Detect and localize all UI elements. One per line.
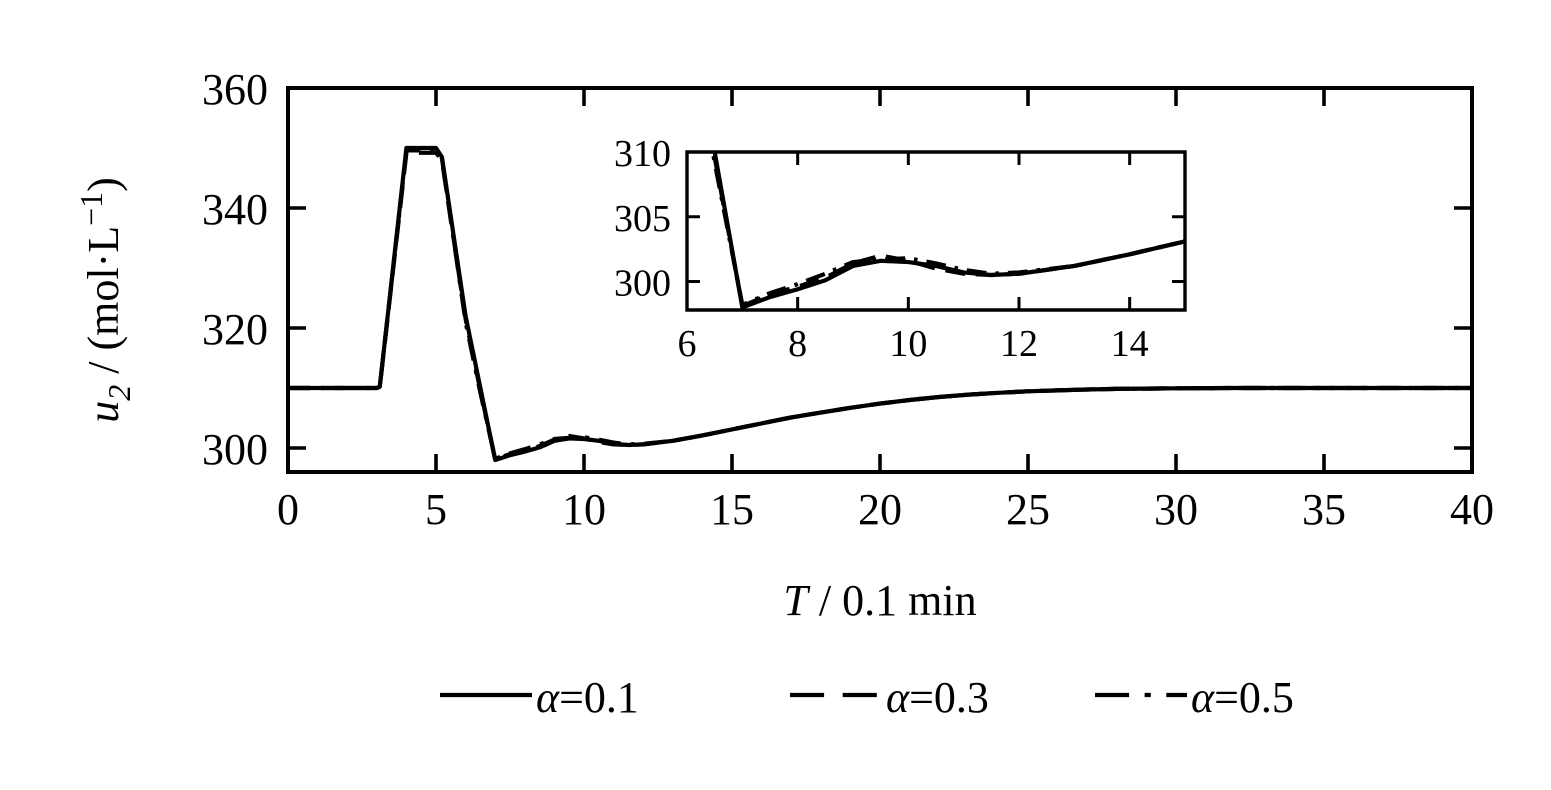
inset-x-tick-label-12: 12 bbox=[1000, 323, 1038, 365]
inset-y-axis-tick-labels: 300 305 310 bbox=[614, 133, 671, 305]
inset-axis-ticks bbox=[685, 150, 1185, 310]
inset-x-tick-label-6: 6 bbox=[678, 323, 697, 365]
inset-y-tick-label-305: 305 bbox=[614, 198, 671, 240]
y-axis-title: u2 / (mol·L−1) bbox=[73, 177, 137, 423]
y-tick-label-340: 340 bbox=[202, 185, 268, 234]
y-tick-label-300: 300 bbox=[202, 425, 268, 474]
svg-text:T / 0.1 min: T / 0.1 min bbox=[783, 576, 976, 625]
inset-series-group bbox=[710, 152, 1185, 310]
x-axis-title-rest: / 0.1 min bbox=[808, 576, 977, 625]
x-tick-label-20: 20 bbox=[858, 485, 902, 534]
x-axis-tick-labels: 0 5 10 15 20 25 30 35 40 bbox=[277, 485, 1494, 534]
x-tick-label-40: 40 bbox=[1450, 485, 1494, 534]
inset-y-tick-label-300: 300 bbox=[614, 263, 671, 305]
inset-y-tick-label-310: 310 bbox=[614, 133, 671, 175]
main-series-group bbox=[288, 145, 1472, 463]
inset-background bbox=[687, 152, 1185, 310]
x-tick-label-25: 25 bbox=[1006, 485, 1050, 534]
x-tick-label-35: 35 bbox=[1302, 485, 1346, 534]
x-tick-label-10: 10 bbox=[562, 485, 606, 534]
x-tick-label-15: 15 bbox=[710, 485, 754, 534]
x-axis-title-symbol: T bbox=[783, 576, 811, 625]
inset-x-tick-label-14: 14 bbox=[1111, 323, 1149, 365]
y-axis-title-symbol: u bbox=[79, 401, 128, 423]
legend-label-2: α=0.5 bbox=[1191, 673, 1294, 722]
legend-label-1: α=0.3 bbox=[886, 673, 989, 722]
y-axis-title-tail: ) bbox=[79, 177, 128, 192]
y-axis-tick-labels: 300 320 340 360 bbox=[202, 65, 268, 474]
y-axis-title-subscript: 2 bbox=[101, 385, 137, 401]
y-axis-title-rest: / (mol·L bbox=[79, 226, 128, 385]
x-tick-label-30: 30 bbox=[1154, 485, 1198, 534]
inset-x-tick-label-10: 10 bbox=[889, 323, 927, 365]
x-axis-title: T / 0.1 min bbox=[783, 576, 976, 625]
y-tick-label-320: 320 bbox=[202, 305, 268, 354]
main-axis-ticks bbox=[286, 86, 1474, 472]
y-tick-label-360: 360 bbox=[202, 65, 268, 114]
inset-x-tick-label-8: 8 bbox=[788, 323, 807, 365]
chart-legend: α=0.1 α=0.3 α=0.5 bbox=[440, 673, 1294, 722]
legend-label-0: α=0.1 bbox=[536, 673, 639, 722]
x-tick-label-0: 0 bbox=[277, 485, 299, 534]
inset-x-axis-tick-labels: 6 8 10 12 14 bbox=[678, 323, 1149, 365]
series-path-2 bbox=[288, 148, 1472, 461]
y-axis-title-superscript: −1 bbox=[73, 192, 109, 226]
svg-text:u2 / (mol·L−1): u2 / (mol·L−1) bbox=[73, 177, 137, 423]
x-tick-label-5: 5 bbox=[425, 485, 447, 534]
